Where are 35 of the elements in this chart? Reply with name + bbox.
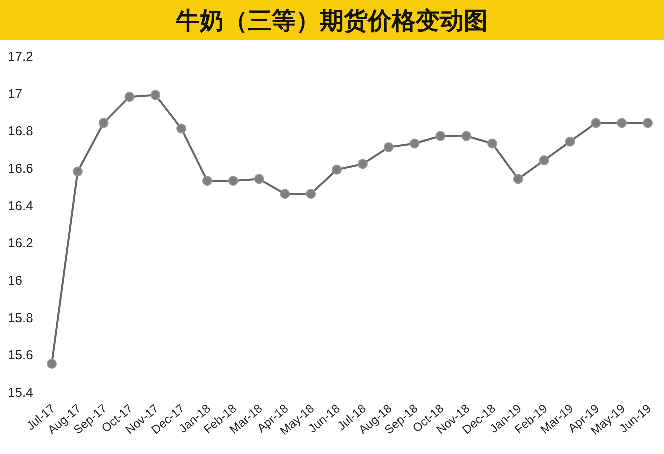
- point: [150, 90, 161, 100]
- y-tick-label: 16.6: [8, 161, 34, 176]
- chart-title: 牛奶（三等）期货价格变动图: [175, 8, 488, 35]
- point: [306, 189, 316, 200]
- point: [254, 174, 264, 184]
- y-tick-label: 16: [8, 273, 22, 288]
- point: [124, 92, 135, 102]
- point: [202, 176, 212, 186]
- y-tick-label: 17: [8, 86, 22, 102]
- y-tick-label: 17.2: [8, 49, 34, 64]
- point: [98, 118, 109, 128]
- y-tick-label: 15.6: [8, 348, 34, 363]
- point: [436, 131, 446, 142]
- y-tick-label: 16.4: [8, 198, 34, 214]
- point: [332, 164, 342, 175]
- point: [228, 176, 238, 186]
- point: [410, 138, 420, 149]
- point: [513, 174, 524, 184]
- point: [358, 159, 368, 170]
- y-tick-label: 16.2: [8, 236, 34, 251]
- point: [384, 142, 394, 152]
- y-tick-label: 16.8: [8, 124, 34, 139]
- point: [643, 118, 653, 128]
- point: [47, 359, 57, 369]
- point: [488, 138, 498, 149]
- point: [462, 131, 472, 142]
- point: [176, 124, 187, 134]
- point: [280, 189, 290, 200]
- point: [617, 118, 628, 128]
- point: [72, 166, 83, 177]
- point: [591, 118, 602, 128]
- point: [539, 156, 550, 166]
- y-tick-label: 15.4: [8, 385, 34, 400]
- point: [565, 136, 576, 147]
- y-tick-label: 15.8: [8, 310, 34, 326]
